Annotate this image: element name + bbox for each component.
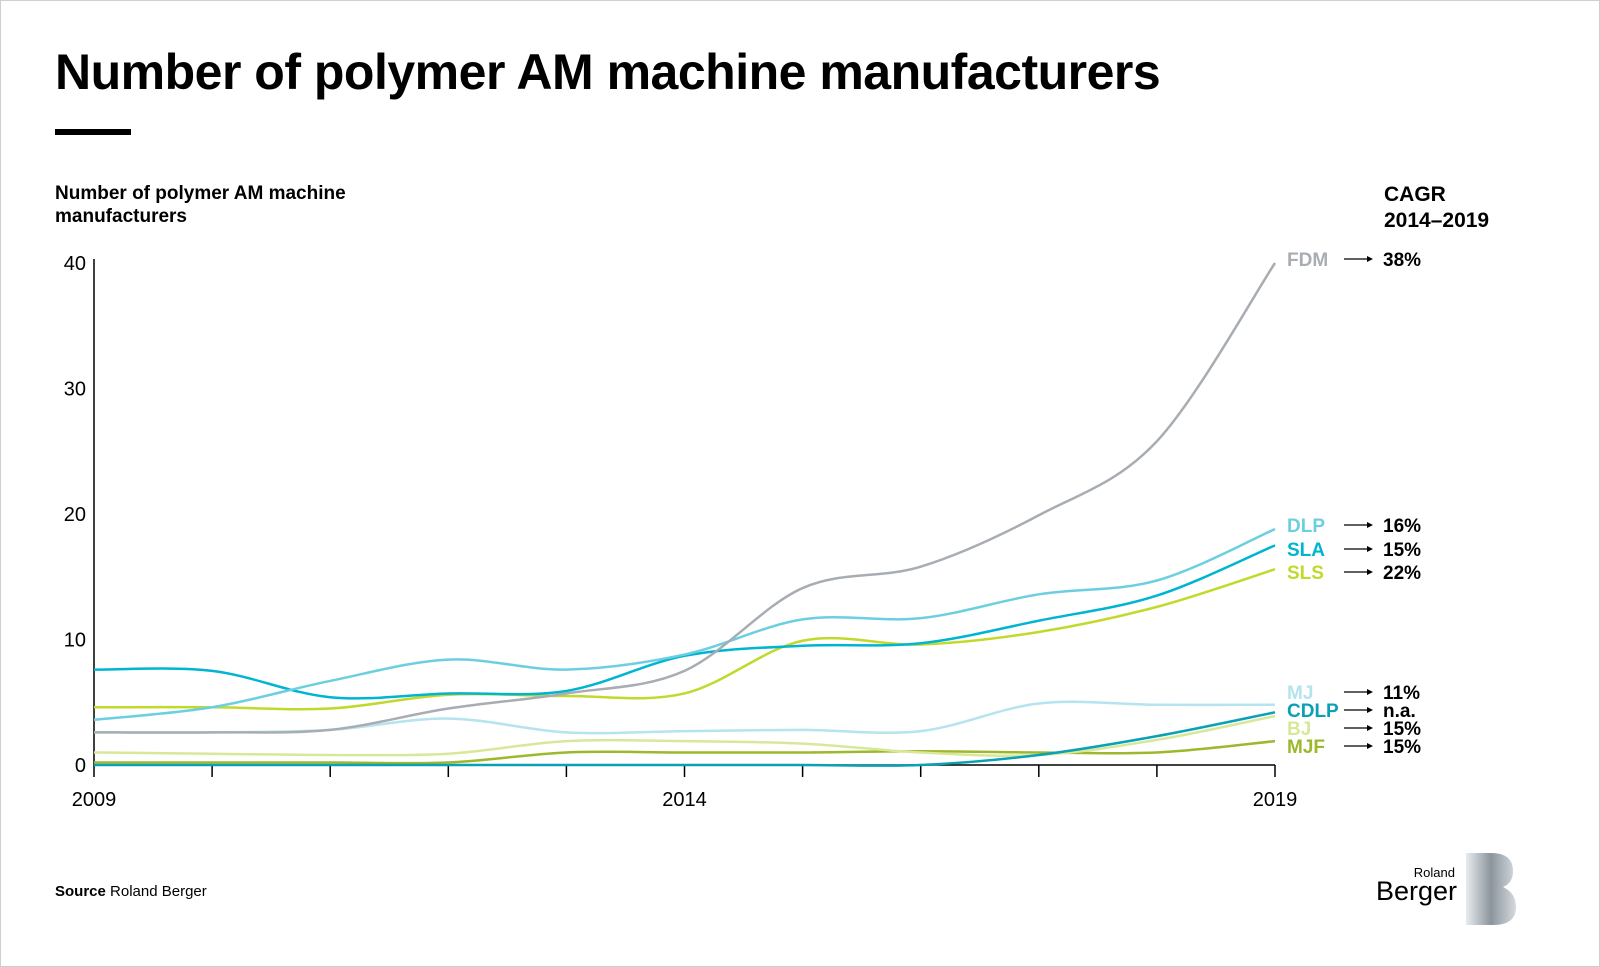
- series-label-fdm: FDM: [1287, 250, 1328, 271]
- y-tick-label: 10: [64, 630, 86, 652]
- arrow-head-icon: [1367, 707, 1373, 713]
- series-label-mjf: MJF: [1287, 737, 1325, 758]
- arrow-head-icon: [1367, 725, 1373, 731]
- series-line-mjf: [94, 739, 1276, 765]
- cagr-value-fdm: 38%: [1383, 250, 1421, 271]
- series-label-mj: MJ: [1287, 683, 1313, 704]
- title-underline: [55, 129, 131, 135]
- source-note: Source Roland Berger: [55, 883, 207, 900]
- series-label-dlp: DLP: [1287, 516, 1325, 537]
- roland-berger-logo: Roland Berger: [1376, 853, 1516, 925]
- cagr-value-cdlp: n.a.: [1383, 701, 1416, 722]
- arrow-head-icon: [1367, 569, 1373, 575]
- svg-text:Berger: Berger: [1376, 876, 1457, 906]
- y-tick-label: 0: [75, 755, 86, 777]
- arrow-head-icon: [1367, 689, 1373, 695]
- y-tick-label: 20: [64, 504, 86, 526]
- series-line-cdlp: [94, 711, 1276, 767]
- cagr-value-mjf: 15%: [1383, 737, 1421, 758]
- cagr-value-sls: 22%: [1383, 563, 1421, 584]
- series-line-sls: [93, 568, 1276, 711]
- source-text: Roland Berger: [110, 883, 207, 900]
- y-tick-label: 30: [64, 379, 86, 401]
- series-label-cdlp: CDLP: [1287, 701, 1339, 722]
- page-title: Number of polymer AM machine manufacture…: [55, 44, 1161, 100]
- cagr-header-line1: CAGR: [1384, 183, 1446, 206]
- arrow-head-icon: [1367, 522, 1373, 528]
- cagr-value-bj: 15%: [1383, 719, 1421, 740]
- x-tick-label: 2019: [1253, 789, 1298, 811]
- series-line-dlp: [93, 527, 1276, 722]
- cagr-header-line2: 2014–2019: [1384, 209, 1490, 232]
- cagr-value-dlp: 16%: [1383, 516, 1421, 537]
- series-line-bj: [93, 714, 1276, 757]
- y-tick-label: 40: [64, 253, 86, 275]
- series-line-fdm: [93, 262, 1277, 734]
- cagr-header: CAGR 2014–2019: [1384, 182, 1489, 234]
- series-label-sls: SLS: [1287, 563, 1324, 584]
- x-tick-label: 2009: [72, 789, 117, 811]
- arrow-head-icon: [1367, 256, 1373, 262]
- cagr-value-sla: 15%: [1383, 540, 1421, 561]
- series-label-bj: BJ: [1287, 719, 1311, 740]
- y-axis-label: Number of polymer AM machine manufacture…: [55, 183, 346, 227]
- x-tick-label: 2014: [662, 789, 707, 811]
- svg-text:Roland: Roland: [1414, 865, 1455, 880]
- arrow-head-icon: [1367, 546, 1373, 552]
- arrow-head-icon: [1367, 743, 1373, 749]
- series-label-sla: SLA: [1287, 540, 1325, 561]
- source-label: Source: [55, 883, 106, 900]
- cagr-value-mj: 11%: [1383, 683, 1420, 704]
- series-line-mj: [93, 700, 1276, 735]
- line-chart: 0 10 20 30 40 2009 2014 2019 FDM 38% DLP 16% SLA 15% S…: [64, 250, 1421, 811]
